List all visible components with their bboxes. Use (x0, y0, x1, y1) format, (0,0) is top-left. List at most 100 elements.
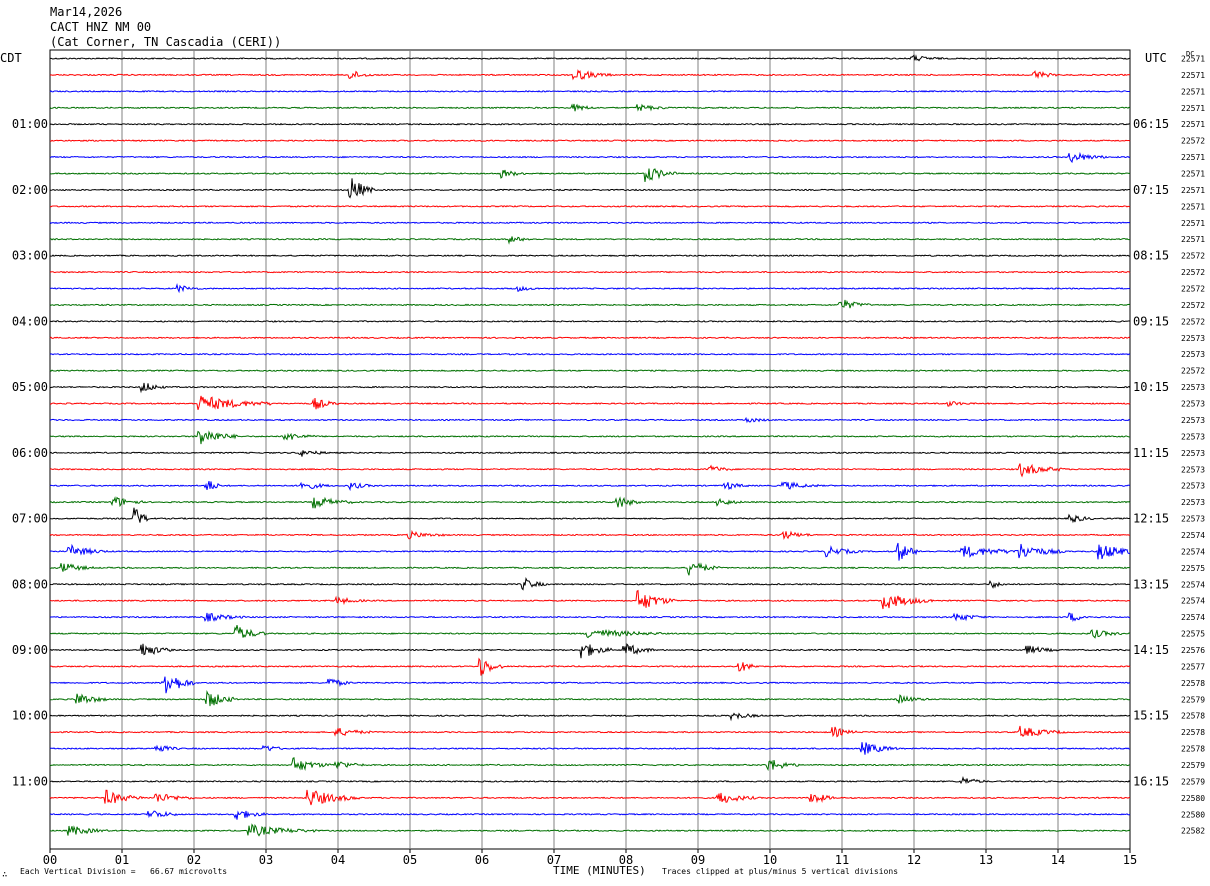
dc-offset-label: 22571 (1181, 186, 1205, 195)
trace-row-5 (49, 139, 1131, 142)
left-timezone-label: CDT (0, 51, 22, 65)
dc-offset-label: 22571 (1181, 120, 1205, 129)
x-tick-label: 05 (403, 853, 417, 867)
x-tick-label: 01 (115, 853, 129, 867)
x-tick-label: 03 (259, 853, 273, 867)
trace-row-32 (49, 577, 1131, 591)
trace-row-45 (49, 789, 1131, 806)
dc-offset-label: 22573 (1181, 334, 1205, 343)
dc-offset-label: 22573 (1181, 482, 1205, 491)
trace-row-46 (49, 810, 1131, 820)
dc-offset-label: 22571 (1181, 170, 1205, 179)
trace-row-6 (49, 151, 1131, 164)
scale-note: Each Vertical Division = 66.67 microvolt… (20, 867, 228, 876)
dc-offset-label: 22576 (1181, 646, 1205, 655)
x-tick-label: 12 (907, 853, 921, 867)
trace-row-24 (49, 450, 1131, 457)
left-hour-label: 10:00 (12, 709, 48, 723)
x-tick-label: 15 (1123, 853, 1137, 867)
trace-row-8 (49, 178, 1131, 199)
trace-row-1 (49, 69, 1131, 81)
x-tick-label: 13 (979, 853, 993, 867)
location-label: (Cat Corner, TN Cascadia (CERI)) (50, 35, 282, 49)
dc-offset-label: 22573 (1181, 416, 1205, 425)
trace-row-39 (49, 690, 1131, 707)
trace-row-14 (49, 282, 1131, 294)
trace-row-17 (49, 336, 1131, 340)
dc-offset-label: 22582 (1181, 827, 1205, 836)
trace-row-35 (49, 625, 1131, 639)
left-hour-label: 06:00 (12, 446, 48, 460)
dc-offset-label: 22580 (1181, 794, 1205, 803)
right-hour-label: 08:15 (1133, 249, 1169, 263)
trace-row-25 (49, 463, 1131, 478)
trace-row-29 (49, 529, 1131, 540)
dc-offset-label: 22574 (1181, 531, 1205, 540)
right-hour-label: 11:15 (1133, 446, 1169, 460)
trace-row-33 (49, 589, 1131, 610)
trace-row-22 (49, 416, 1131, 424)
dc-offset-label: 22571 (1181, 71, 1205, 80)
trace-row-10 (49, 221, 1131, 225)
trace-row-7 (49, 168, 1131, 183)
trace-row-13 (49, 270, 1131, 274)
dc-offset-label: 22571 (1181, 219, 1205, 228)
dc-offset-label: 22578 (1181, 679, 1205, 688)
left-hour-label: 05:00 (12, 380, 48, 394)
trace-row-0 (49, 54, 1131, 62)
x-tick-label: 06 (475, 853, 489, 867)
trace-row-16 (49, 320, 1131, 323)
left-hour-label: 08:00 (12, 577, 48, 591)
dc-offset-label: 22571 (1181, 55, 1205, 64)
left-hour-label: 01:00 (12, 117, 48, 131)
trace-row-27 (49, 496, 1131, 509)
trace-row-31 (49, 562, 1131, 576)
trace-row-18 (49, 352, 1131, 356)
right-timezone-label: UTC (1145, 51, 1167, 65)
trace-row-37 (49, 657, 1131, 676)
trace-row-44 (49, 775, 1131, 785)
x-tick-label: 08 (619, 853, 633, 867)
right-hour-label: 12:15 (1133, 512, 1169, 526)
dc-offset-label: 22578 (1181, 745, 1205, 754)
dc-offset-label: 22574 (1181, 580, 1205, 589)
trace-row-2 (49, 90, 1131, 93)
dc-offset-label: 22571 (1181, 87, 1205, 96)
x-tick-label: 09 (691, 853, 705, 867)
trace-row-41 (49, 725, 1131, 738)
dc-offset-label: 22573 (1181, 400, 1205, 409)
dc-label: DC (1186, 50, 1195, 58)
dc-offset-label: 22579 (1181, 695, 1205, 704)
trace-row-47 (49, 823, 1131, 837)
x-tick-label: 11 (835, 853, 849, 867)
left-hour-label: 07:00 (12, 512, 48, 526)
right-hour-label: 07:15 (1133, 183, 1169, 197)
right-hour-label: 16:15 (1133, 774, 1169, 788)
dc-offset-label: 22575 (1181, 630, 1205, 639)
x-tick-label: 04 (331, 853, 345, 867)
dc-offset-label: 22572 (1181, 252, 1205, 261)
right-hour-label: 15:15 (1133, 709, 1169, 723)
trace-row-21 (49, 395, 1131, 410)
dc-offset-label: 22580 (1181, 810, 1205, 819)
right-hour-label: 10:15 (1133, 380, 1169, 394)
dc-offset-label: 22571 (1181, 104, 1205, 113)
dc-offset-label: 22574 (1181, 613, 1205, 622)
x-axis-title: TIME (MINUTES) (553, 864, 646, 877)
left-hour-label: 11:00 (12, 774, 48, 788)
date-label: Mar14,2026 (50, 5, 123, 19)
trace-row-23 (49, 430, 1131, 445)
dc-offset-label: 22573 (1181, 465, 1205, 474)
trace-row-43 (49, 757, 1131, 772)
trace-row-28 (49, 507, 1131, 524)
corner-mark: ∴ (2, 870, 8, 880)
trace-row-42 (49, 742, 1131, 755)
trace-row-20 (49, 382, 1131, 394)
dc-offset-label: 22573 (1181, 383, 1205, 392)
dc-offset-label: 22572 (1181, 268, 1205, 277)
trace-row-3 (49, 103, 1131, 112)
clip-note: Traces clipped at plus/minus 5 vertical … (662, 867, 899, 876)
left-hour-label: 02:00 (12, 183, 48, 197)
trace-row-9 (49, 205, 1131, 208)
